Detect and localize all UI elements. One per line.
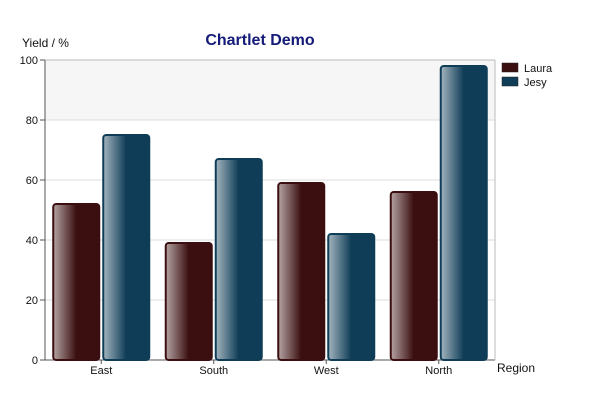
x-ticks: East South West North: [90, 360, 452, 377]
x-tick-label: West: [314, 365, 339, 377]
y-tick-label: 100: [20, 55, 38, 67]
y-axis-label: Yield / %: [22, 36, 69, 50]
chart-title: Chartlet Demo: [205, 32, 315, 49]
legend-swatch-laura: [501, 62, 519, 73]
x-tick-label: North: [425, 365, 452, 377]
bar-jesy-north: [439, 65, 488, 361]
legend-swatch-jesy: [501, 76, 519, 87]
bar-laura-north: [389, 191, 438, 361]
bar-laura-south: [164, 242, 213, 361]
x-tick-label: East: [90, 365, 112, 377]
legend-label-laura: Laura: [524, 63, 553, 75]
legend: Laura Jesy: [501, 62, 553, 89]
x-tick-label: South: [199, 365, 228, 377]
top-band: [45, 60, 495, 120]
bars: [52, 65, 488, 361]
y-tick-label: 60: [26, 175, 38, 187]
bar-jesy-east: [102, 134, 151, 361]
legend-label-jesy: Jesy: [524, 77, 547, 89]
y-tick-label: 20: [26, 295, 38, 307]
bar-laura-east: [52, 203, 101, 361]
x-axis-label: Region: [497, 361, 535, 375]
bar-laura-west: [277, 182, 326, 361]
y-tick-label: 40: [26, 235, 38, 247]
y-tick-label: 80: [26, 115, 38, 127]
bar-jesy-west: [327, 233, 376, 361]
bar-jesy-south: [214, 158, 263, 361]
y-ticks: 0 20 40 60 80 100: [20, 55, 45, 367]
y-tick-label: 0: [32, 355, 38, 367]
